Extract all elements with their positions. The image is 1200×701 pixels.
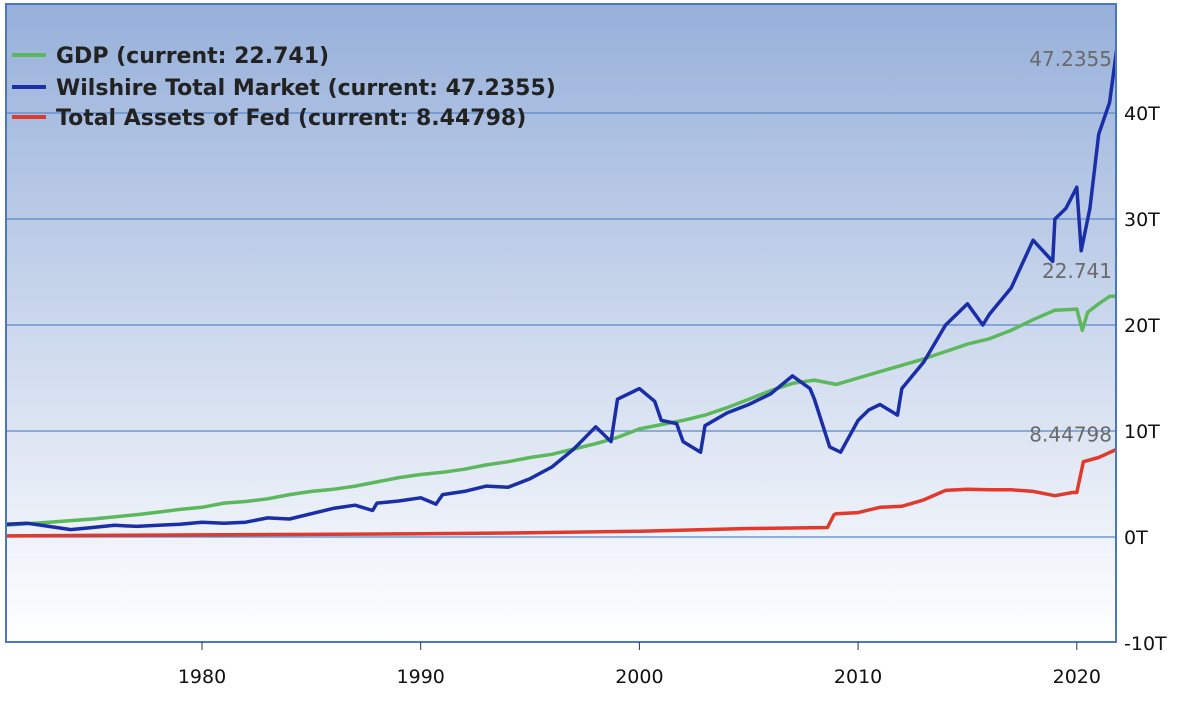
y-tick-label: 30T <box>1124 209 1160 231</box>
y-axis: -10T 0T 10T 20T 30T 40T <box>1124 103 1167 655</box>
x-axis: 1980 1990 2000 2010 2020 <box>178 642 1101 688</box>
x-tick-label: 1980 <box>178 666 226 688</box>
series-line-wilshire-total-market <box>6 41 1116 532</box>
y-tick-label: 40T <box>1124 103 1160 125</box>
y-tick-label: 10T <box>1124 421 1160 443</box>
y-tick-label: 0T <box>1124 527 1148 549</box>
legend-entry: Total Assets of Fed (current: 8.44798) <box>56 106 526 131</box>
y-tick-label: -10T <box>1124 633 1167 655</box>
x-tick-label: 2010 <box>834 666 882 688</box>
legend-entry: Wilshire Total Market (current: 47.2355) <box>56 76 556 101</box>
end-labels: 22.741 47.2355 8.44798 <box>1029 47 1112 446</box>
end-value-label: 22.741 <box>1042 259 1112 283</box>
plot-border <box>5 3 1117 643</box>
end-value-label: 8.44798 <box>1029 422 1112 446</box>
legend-entry: GDP (current: 22.741) <box>56 44 329 69</box>
grid-lines <box>6 112 1116 538</box>
x-tick-label: 2000 <box>615 666 663 688</box>
end-value-label: 47.2355 <box>1029 47 1112 71</box>
series-group <box>6 41 1116 538</box>
x-tick-label: 2020 <box>1053 666 1101 688</box>
series-line-gdp <box>6 294 1116 527</box>
x-tick-label: 1990 <box>397 666 445 688</box>
y-tick-label: 20T <box>1124 315 1160 337</box>
series-line-total-assets-of-fed <box>6 447 1116 538</box>
legend: GDP (current: 22.741) Wilshire Total Mark… <box>12 44 556 131</box>
